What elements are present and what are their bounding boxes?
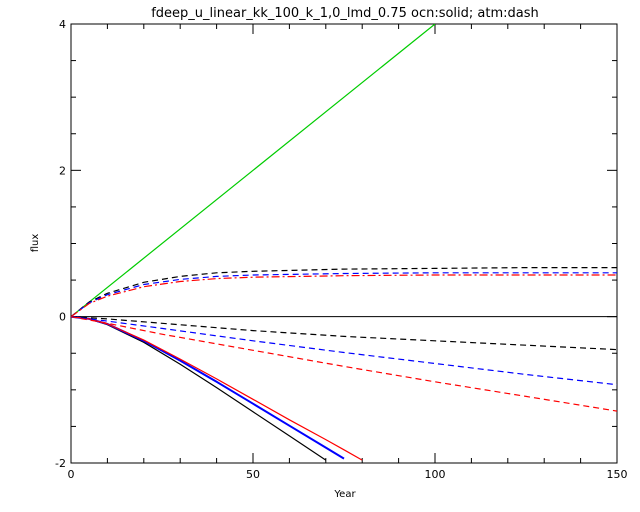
y-tick-label: -2	[55, 457, 66, 470]
series-line-2	[71, 316, 327, 461]
series-line-5	[71, 267, 617, 318]
x-axis-label: Year	[333, 489, 356, 500]
series-layer	[71, 24, 617, 461]
chart-title: fdeep_u_linear_kk_100_k_1,0_lmd_0.75 ocn…	[151, 6, 539, 21]
series-line-6	[71, 272, 617, 318]
series-line-7	[71, 274, 617, 318]
x-tick-label: 150	[607, 468, 628, 481]
series-line-9	[71, 316, 617, 386]
y-tick-label: 4	[59, 18, 66, 31]
y-tick-label: 0	[59, 311, 66, 324]
series-line-3	[71, 315, 345, 460]
y-axis-label: flux	[30, 234, 41, 253]
series-line-1	[71, 24, 436, 318]
y-tick-label: 2	[59, 164, 66, 177]
x-tick-label: 100	[425, 468, 446, 481]
series-line-10	[71, 316, 617, 412]
x-tick-label: 0	[68, 468, 75, 481]
plot-frame	[70, 23, 618, 464]
series-line-8	[71, 316, 617, 351]
x-tick-label: 50	[246, 468, 260, 481]
series-line-4	[71, 316, 363, 461]
